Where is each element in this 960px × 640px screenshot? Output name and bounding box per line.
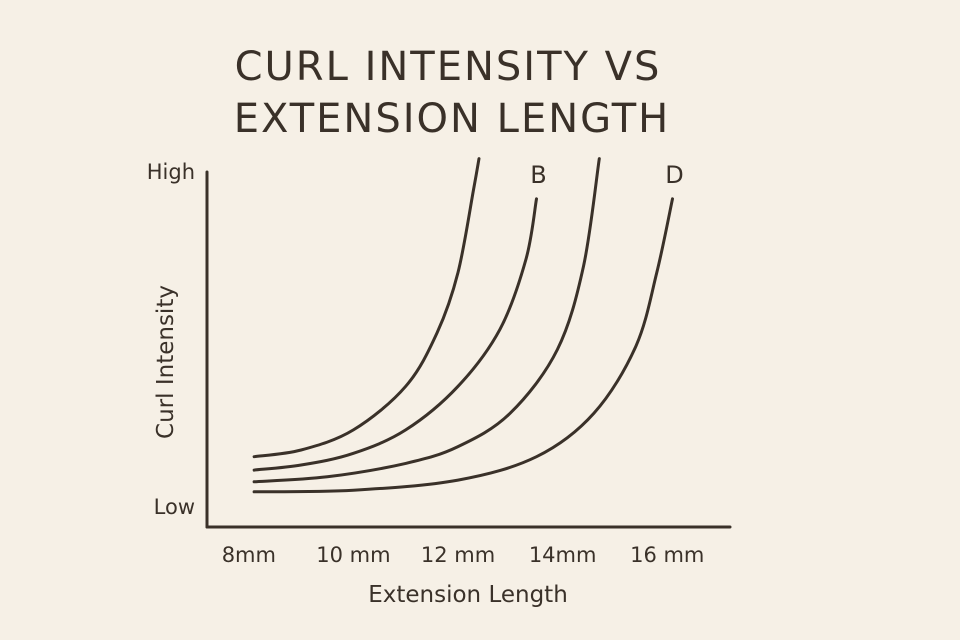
series-curves bbox=[252, 157, 674, 494]
y-tick-labels: Low High bbox=[147, 160, 195, 519]
chart-title-line-1: CURL INTENSITY VS bbox=[235, 44, 662, 90]
chart-title-line-2: EXTENSION LENGTH bbox=[234, 96, 670, 142]
series-line-4 bbox=[252, 197, 674, 494]
series-label: B bbox=[530, 161, 546, 189]
y-tick-label: Low bbox=[154, 495, 195, 519]
x-tick-label: 10 mm bbox=[316, 543, 390, 567]
x-tick-label: 16 mm bbox=[630, 543, 704, 567]
series-label: D bbox=[665, 161, 683, 189]
series-line-1 bbox=[252, 157, 481, 459]
y-tick-label: High bbox=[147, 160, 195, 184]
x-tick-label: 12 mm bbox=[421, 543, 495, 567]
series-line-3 bbox=[252, 157, 601, 484]
x-tick-label: 14mm bbox=[529, 543, 597, 567]
x-tick-labels: 8mm 10 mm 12 mm 14mm 16 mm bbox=[222, 543, 705, 567]
x-axis-label: Extension Length bbox=[368, 582, 568, 608]
series-line-2 bbox=[252, 197, 538, 472]
x-tick-label: 8mm bbox=[222, 543, 276, 567]
y-axis-label: Curl Intensity bbox=[153, 285, 179, 439]
